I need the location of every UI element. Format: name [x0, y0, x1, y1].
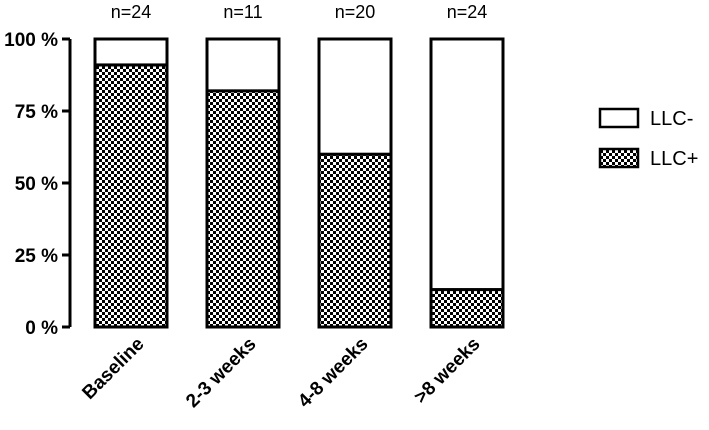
legend-label: LLC+	[650, 148, 698, 170]
bar-segment-llc-3	[429, 37, 505, 292]
bar-segment-llc-1	[205, 37, 281, 93]
n-label: n=24	[447, 2, 488, 22]
x-tick-label: >8 weeks	[410, 334, 484, 408]
bar-segment-llc-0	[93, 63, 169, 329]
n-label: n=24	[111, 2, 152, 22]
bar-segment-llc-0	[93, 37, 169, 67]
n-label: n=11	[223, 2, 262, 22]
legend-swatch	[598, 107, 640, 129]
x-tick-label: 4-8 weeks	[294, 334, 372, 412]
bar-segment-llc-3	[429, 288, 505, 329]
y-axis: 0 % 25 % 50 % 75 % 100 %	[4, 30, 72, 339]
x-tick-label: 2-3 weeks	[182, 334, 260, 412]
legend-label: LLC-	[650, 108, 693, 130]
x-tick-label: Baseline	[78, 334, 148, 404]
bars	[93, 37, 505, 329]
y-tick-label: 50 %	[15, 174, 58, 195]
bar-segment-llc-2	[317, 37, 393, 156]
bar-segment-llc-2	[317, 152, 393, 329]
legend-swatch	[598, 147, 640, 169]
y-tick-label: 0 %	[25, 318, 58, 339]
y-tick-label: 100 %	[4, 30, 58, 51]
legend: LLC- LLC+	[598, 107, 698, 170]
bar-segment-llc-1	[205, 89, 281, 329]
y-tick-label: 75 %	[15, 102, 58, 123]
y-tick-label: 25 %	[15, 246, 58, 267]
n-label: n=20	[335, 2, 376, 22]
